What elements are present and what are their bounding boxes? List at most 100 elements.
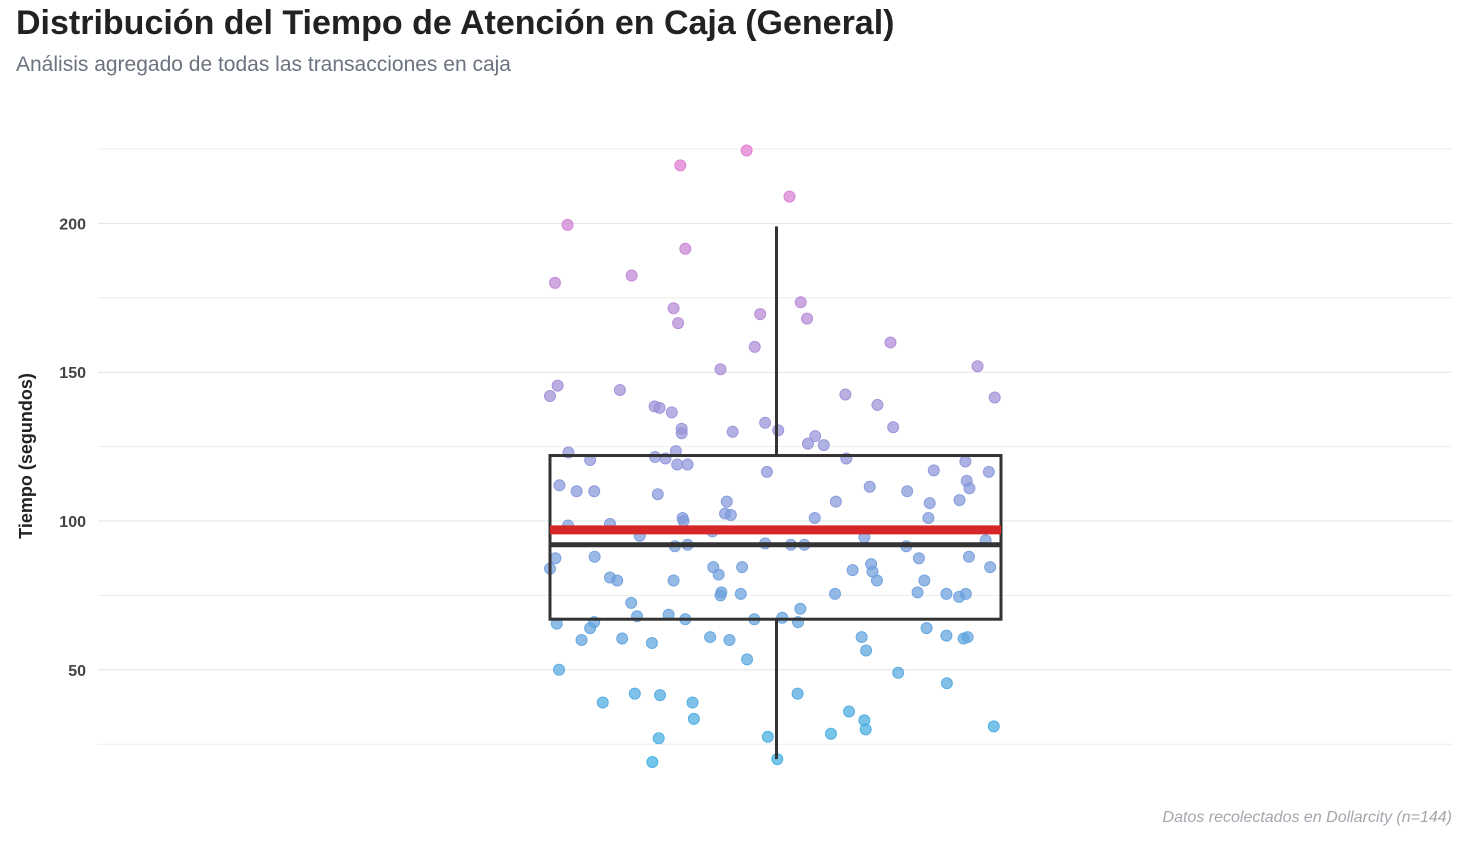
data-point — [829, 495, 842, 508]
data-point — [783, 190, 796, 203]
data-point — [855, 631, 868, 644]
data-point — [553, 479, 566, 492]
data-point — [625, 596, 638, 609]
data-point — [653, 401, 666, 414]
data-point — [628, 687, 641, 700]
data-point — [575, 634, 588, 647]
y-axis-ticks: 50 100 150 200 — [59, 216, 86, 679]
data-point — [654, 689, 667, 702]
data-point — [672, 317, 685, 330]
data-point — [723, 634, 736, 647]
data-point — [679, 242, 692, 255]
data-point — [714, 363, 727, 376]
data-point — [870, 574, 883, 587]
data-point — [940, 677, 953, 690]
data-point — [962, 550, 975, 563]
data-point — [740, 144, 753, 157]
data-point — [613, 384, 626, 397]
data-point — [839, 388, 852, 401]
data-point — [923, 497, 936, 510]
data-point — [794, 296, 807, 309]
data-point — [846, 564, 859, 577]
data-point — [748, 340, 761, 353]
data-point — [720, 495, 733, 508]
data-point — [645, 637, 658, 650]
data-point — [801, 312, 814, 325]
data-point — [736, 561, 749, 574]
data-point — [741, 653, 754, 666]
data-point — [588, 550, 601, 563]
data-point — [584, 622, 597, 635]
data-point — [959, 587, 972, 600]
data-point — [920, 622, 933, 635]
data-point — [667, 574, 680, 587]
data-point — [940, 587, 953, 600]
data-point — [616, 632, 629, 645]
data-point — [808, 512, 821, 525]
data-point — [860, 644, 873, 657]
data-point — [724, 509, 737, 522]
data-point — [652, 732, 665, 745]
data-point — [963, 482, 976, 495]
data-point — [988, 391, 1001, 404]
chart-subtitle: Análisis agregado de todas las transacci… — [16, 53, 511, 76]
data-point — [704, 631, 717, 644]
data-point — [687, 712, 700, 725]
y-tick-label: 100 — [59, 514, 86, 531]
data-point — [675, 427, 688, 440]
data-point — [677, 515, 690, 527]
data-point — [961, 631, 974, 644]
chart-caption: Datos recolectados en Dollarcity (n=144) — [1162, 809, 1452, 826]
data-point — [987, 720, 1000, 733]
data-point — [772, 424, 785, 437]
data-point — [859, 723, 872, 736]
data-point — [809, 430, 822, 443]
data-point — [561, 218, 574, 231]
data-point — [982, 465, 995, 478]
data-point — [754, 308, 767, 321]
jitter-points — [544, 144, 1001, 769]
data-point — [611, 574, 624, 587]
data-point — [953, 494, 966, 507]
data-point — [911, 586, 924, 599]
data-point — [760, 465, 773, 478]
data-point — [651, 488, 664, 501]
data-point — [863, 480, 876, 493]
data-point — [686, 696, 699, 709]
data-point — [871, 398, 884, 411]
data-point — [759, 416, 772, 429]
data-point — [791, 687, 804, 700]
data-point — [646, 756, 659, 769]
data-point — [596, 696, 609, 709]
data-point — [901, 485, 914, 498]
data-point — [671, 458, 684, 471]
data-point — [829, 587, 842, 600]
data-point — [794, 602, 807, 615]
data-point — [892, 666, 905, 679]
data-point — [801, 437, 814, 450]
data-point — [570, 485, 583, 498]
chart-title: Distribución del Tiempo de Atención en C… — [16, 4, 895, 42]
data-point — [761, 730, 774, 743]
y-tick-label: 50 — [68, 663, 86, 680]
data-point — [715, 586, 728, 599]
box-and-whisker — [548, 226, 1003, 760]
data-point — [674, 159, 687, 172]
data-point — [912, 552, 925, 565]
data-point — [726, 425, 739, 438]
data-point — [734, 587, 747, 600]
data-point — [681, 458, 694, 471]
y-tick-label: 150 — [59, 365, 86, 382]
data-point — [551, 379, 564, 392]
data-point — [665, 406, 678, 419]
data-point — [544, 390, 556, 403]
data-point — [712, 568, 725, 581]
data-point — [588, 485, 601, 498]
data-point — [824, 727, 837, 740]
data-point — [884, 336, 897, 349]
data-point — [817, 439, 830, 452]
data-point — [548, 276, 561, 289]
iqr-box — [548, 454, 1003, 621]
data-point — [927, 464, 940, 477]
